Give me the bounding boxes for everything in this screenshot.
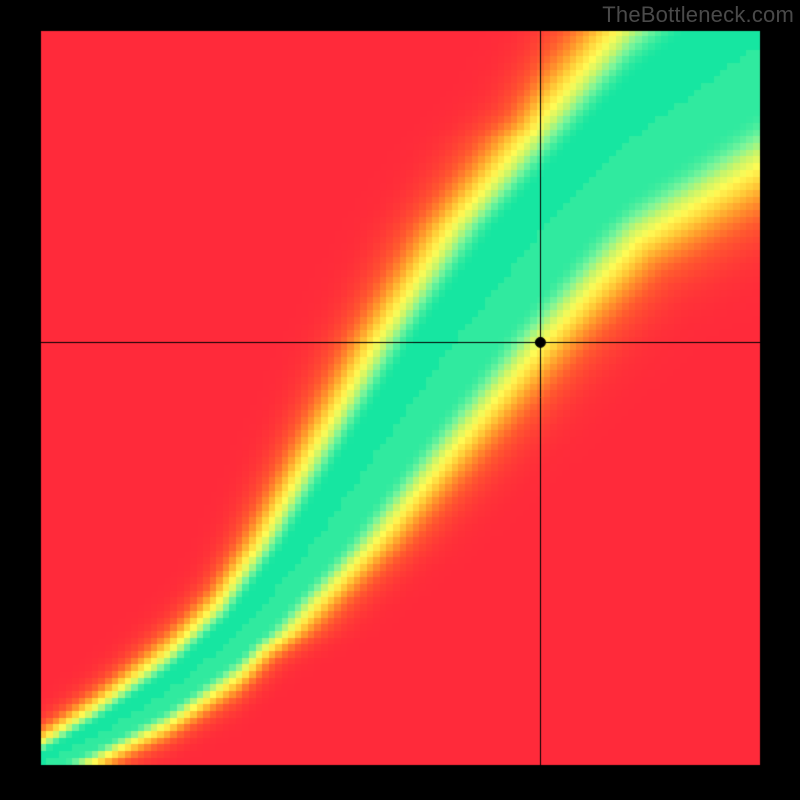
watermark-text: TheBottleneck.com xyxy=(596,0,800,30)
bottleneck-heatmap-canvas xyxy=(0,0,800,800)
chart-stage: TheBottleneck.com xyxy=(0,0,800,800)
